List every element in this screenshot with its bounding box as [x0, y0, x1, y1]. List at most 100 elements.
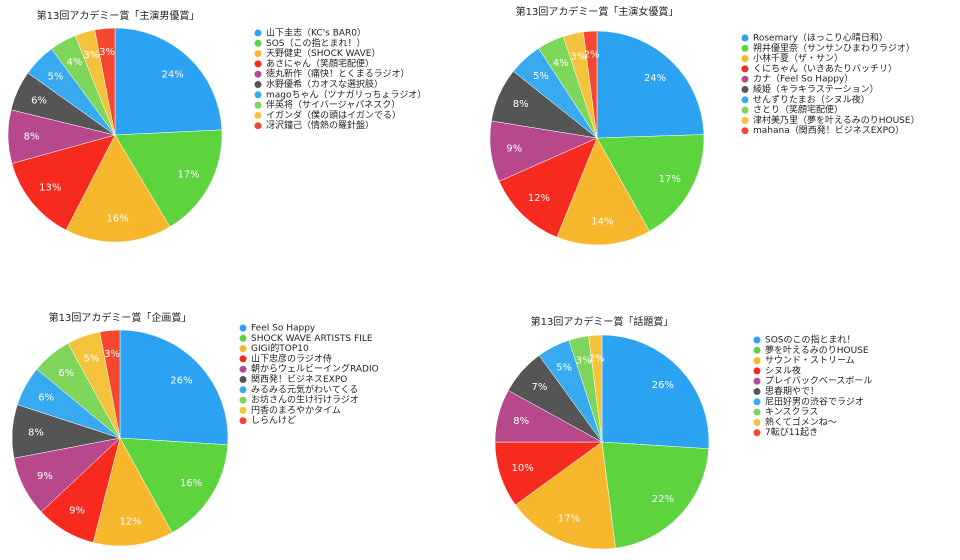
legend-swatch — [254, 29, 262, 37]
legend-label: 津村美乃里（夢を叶えるみのりHOUSE） — [753, 114, 920, 126]
slice-label: 17% — [659, 174, 681, 185]
legend-swatch — [239, 396, 247, 404]
pie-slice — [515, 441, 616, 550]
pie-slice — [583, 30, 598, 139]
legend-label: キンスクラス — [765, 407, 818, 418]
legend-label: Feel So Happy — [251, 324, 316, 334]
legend-swatch — [753, 398, 761, 406]
slice-label: 4% — [553, 58, 569, 69]
slice-label: 9% — [506, 144, 522, 155]
legend-swatch — [741, 106, 749, 114]
pie-slice — [99, 329, 121, 439]
legend-label: SOSのこの指とまれ！ — [765, 334, 856, 346]
legend-label: イガンダ（僕の頭はイガンでる） — [266, 109, 401, 121]
slice-label: 16% — [107, 213, 129, 224]
slice-label: 12% — [119, 517, 141, 528]
slice-label: 6% — [31, 95, 47, 106]
legend-swatch — [254, 111, 262, 119]
chart-title: 第13回アカデミー賞「話題賞」 — [531, 315, 674, 328]
slice-label: 2% — [589, 354, 605, 365]
pie-slice — [11, 134, 116, 231]
pie-chart: 第13回アカデミー賞「主演男優賞」24%17%16%13%8%6%5%4%3% 3… — [7, 9, 426, 243]
legend-label: さとり（笑顔宅配便） — [753, 104, 843, 116]
legend-label: あさにゃん（笑顔宅配便） — [266, 57, 374, 69]
slice-label: 7% — [531, 382, 547, 393]
pie-slice — [556, 137, 650, 246]
slice-label: 13% — [39, 183, 61, 194]
chart-title: 第13回アカデミー賞「主演女優賞」 — [516, 5, 679, 18]
legend-swatch — [741, 34, 749, 42]
legend-swatch — [753, 388, 761, 395]
legend-label: 小林千夏（ザ・サン） — [753, 52, 843, 64]
slice-label: 3% — [84, 50, 100, 61]
slice-label: 3% — [99, 47, 115, 58]
pie-slice — [498, 137, 598, 238]
legend-swatch — [741, 96, 749, 104]
legend-swatch — [753, 336, 761, 344]
legend-label: Rosemary（ほっこり心晴日和） — [753, 32, 888, 44]
pie-slice — [588, 334, 603, 443]
legend-label: 7転び11起き — [765, 427, 818, 438]
legend-swatch — [254, 70, 262, 78]
pie-slice — [65, 134, 171, 243]
slice-label: 6% — [38, 392, 54, 403]
pie-slice — [119, 437, 229, 533]
slice-label: 16% — [180, 478, 202, 489]
legend-swatch — [239, 334, 247, 342]
legend-label: 朔井優里奈（サンサンひまわりラジオ） — [753, 42, 915, 54]
pie-slice — [596, 134, 705, 232]
slice-label: 14% — [591, 216, 613, 227]
slice-label: 8% — [24, 131, 40, 142]
legend-label: 夢を叶えるみのりHOUSE — [765, 344, 869, 356]
legend-label: 関西発！ビジネスEXPO — [251, 373, 347, 385]
slice-label: 26% — [652, 380, 674, 391]
slice-label: 8% — [28, 428, 44, 439]
legend-swatch — [239, 376, 247, 383]
legend-label: 思春期やで！ — [765, 385, 819, 397]
legend-swatch — [741, 86, 749, 93]
pie-slice — [114, 27, 223, 136]
legend-swatch — [741, 65, 749, 73]
slice-label: 5% — [48, 71, 64, 82]
legend-label: 綾姫（キラキラステーション） — [753, 83, 879, 95]
legend-label: 伴英将（サイバージャパネスク） — [266, 99, 400, 111]
pie-chart: 第13回アカデミー賞「話題賞」 26% 22% 17% 10% 8% 7% 5% 3%2% SOS… — [494, 315, 872, 550]
legend-label: 水野優希（カオスな選択肢） — [266, 78, 383, 90]
legend-swatch — [753, 367, 761, 375]
legend-swatch — [753, 418, 761, 426]
legend-label: みるみる元気がわいてくる — [251, 383, 358, 395]
legend-swatch — [741, 44, 749, 52]
slice-label: 9% — [69, 506, 85, 517]
legend-swatch — [254, 60, 262, 68]
slice-label: 8% — [513, 416, 529, 427]
pie-chart: 第13回アカデミー賞「企画賞」 26% 16% 12% 9% 9% 8% 6% 6% 5% 3% Fe… — [11, 311, 379, 547]
pie-slice — [601, 334, 710, 449]
legend-swatch — [753, 346, 761, 354]
legend-label: SOS（この指とまれ！） — [266, 37, 366, 49]
legend-label: 尼田好男の渋谷でラジオ — [765, 395, 864, 407]
legend-label: シヌル夜 — [765, 364, 801, 376]
legend-label: くにちゃん（いきあたりバッチリ） — [753, 63, 897, 74]
slice-label: 10% — [512, 463, 534, 474]
legend-swatch — [254, 101, 262, 109]
slice-label: 22% — [652, 494, 674, 505]
legend-swatch — [239, 324, 247, 332]
legend-swatch — [753, 357, 761, 365]
legend-label: カナ（Feel So Happy） — [753, 74, 853, 85]
slice-label: 5% — [556, 363, 572, 374]
legend-label: 熱くてゴメンね〜 — [765, 416, 837, 428]
legend-label: プレイバックベースボール — [765, 376, 872, 387]
legend-swatch — [254, 50, 262, 58]
slice-label: 8% — [513, 99, 529, 110]
pie-slice — [114, 129, 223, 228]
legend-swatch — [741, 127, 749, 135]
legend-swatch — [741, 55, 749, 63]
legend-swatch — [239, 386, 247, 394]
legend-label: サウンド・ストリーム — [765, 355, 855, 366]
legend-label: 山下忠彦のラジオ侍 — [251, 352, 332, 364]
pie-slice — [92, 437, 173, 547]
legend-label: 円香のまろやかタイム — [251, 405, 341, 416]
legend-swatch — [239, 417, 247, 425]
slice-label: 5% — [84, 354, 100, 365]
